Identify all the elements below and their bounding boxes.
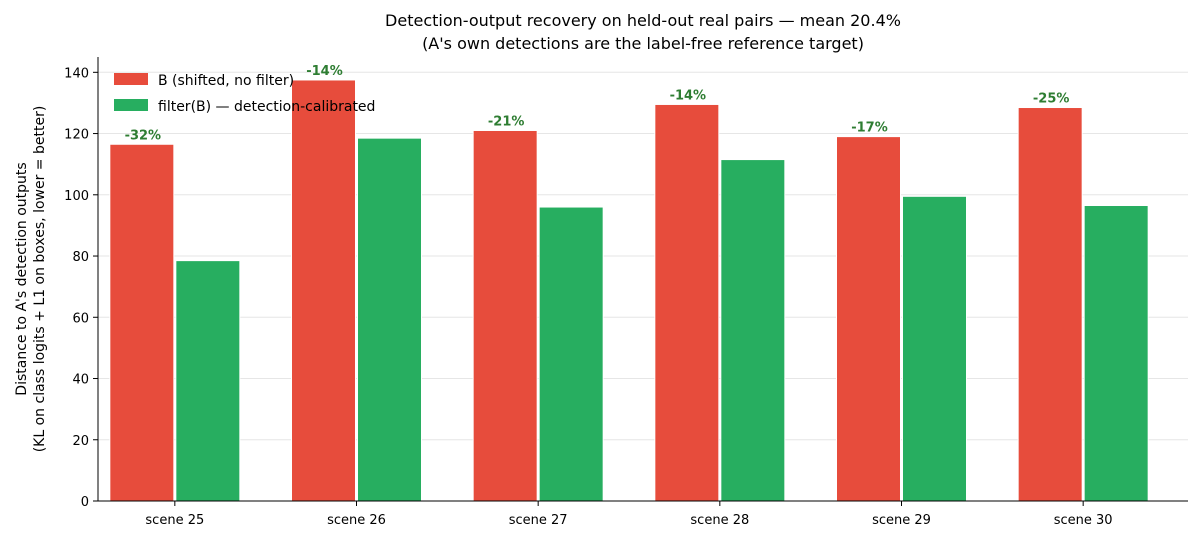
bar-filter-6: [1083, 205, 1149, 502]
chart-subtitle: (A's own detections are the label-free r…: [422, 34, 864, 53]
bar-annotation: -14%: [306, 64, 343, 79]
legend-swatch-b: [114, 73, 148, 85]
x-tick-label: scene 26: [327, 513, 386, 528]
bar-filter-3: [538, 206, 604, 502]
y-tick-label: 140: [64, 66, 89, 81]
y-tick-label: 120: [64, 128, 89, 143]
bars: [109, 79, 1149, 502]
x-ticks: scene 25 scene 26 scene 27 scene 28 scene 29…: [145, 501, 1113, 528]
bar-annotation: -21%: [488, 114, 525, 129]
y-tick-label: 80: [72, 250, 89, 265]
y-tick-label: 0: [81, 495, 89, 510]
x-tick-label: scene 27: [509, 513, 568, 528]
y-tick-label: 20: [72, 434, 89, 449]
y-tick-label: 40: [72, 373, 89, 388]
bar-b-4: [654, 103, 720, 502]
grid-lines: [98, 71, 1188, 441]
x-tick-label: scene 28: [690, 513, 749, 528]
bar-filter-5: [902, 195, 967, 502]
bar-filter-4: [720, 159, 786, 502]
bar-b-1: [109, 143, 175, 502]
x-tick-label: scene 25: [145, 513, 204, 528]
legend-label-b: B (shifted, no filter): [158, 73, 294, 89]
bar-annotations: -32% -14% -21% -14% -17% -25%: [125, 64, 1070, 143]
y-axis-label-line1: Distance to A's detection outputs: [14, 162, 30, 395]
bar-b-3: [472, 129, 538, 502]
bar-annotation: -14%: [670, 88, 707, 103]
bar-b-5: [836, 136, 901, 502]
bar-filter-2: [357, 137, 422, 502]
bar-annotation: -25%: [1033, 92, 1070, 107]
y-tick-label: 60: [72, 311, 89, 326]
bar-filter-1: [175, 260, 241, 502]
legend-swatch-filter: [114, 99, 148, 111]
legend-label-filter: filter(B) — detection-calibrated: [158, 99, 375, 115]
bar-annotation: -32%: [125, 128, 162, 143]
bar-b-2: [291, 79, 356, 502]
x-tick-label: scene 30: [1054, 513, 1113, 528]
y-ticks: 0 20 40 60 80 100 120 140: [64, 66, 98, 510]
chart-title: Detection-output recovery on held-out re…: [385, 11, 901, 30]
legend: B (shifted, no filter) filter(B) — detec…: [114, 73, 375, 115]
x-tick-label: scene 29: [872, 513, 931, 528]
y-tick-label: 100: [64, 189, 89, 204]
y-axis-label-line2: (KL on class logits + L1 on boxes, lower…: [32, 106, 48, 453]
bar-b-6: [1017, 107, 1083, 502]
bar-annotation: -17%: [851, 121, 888, 136]
